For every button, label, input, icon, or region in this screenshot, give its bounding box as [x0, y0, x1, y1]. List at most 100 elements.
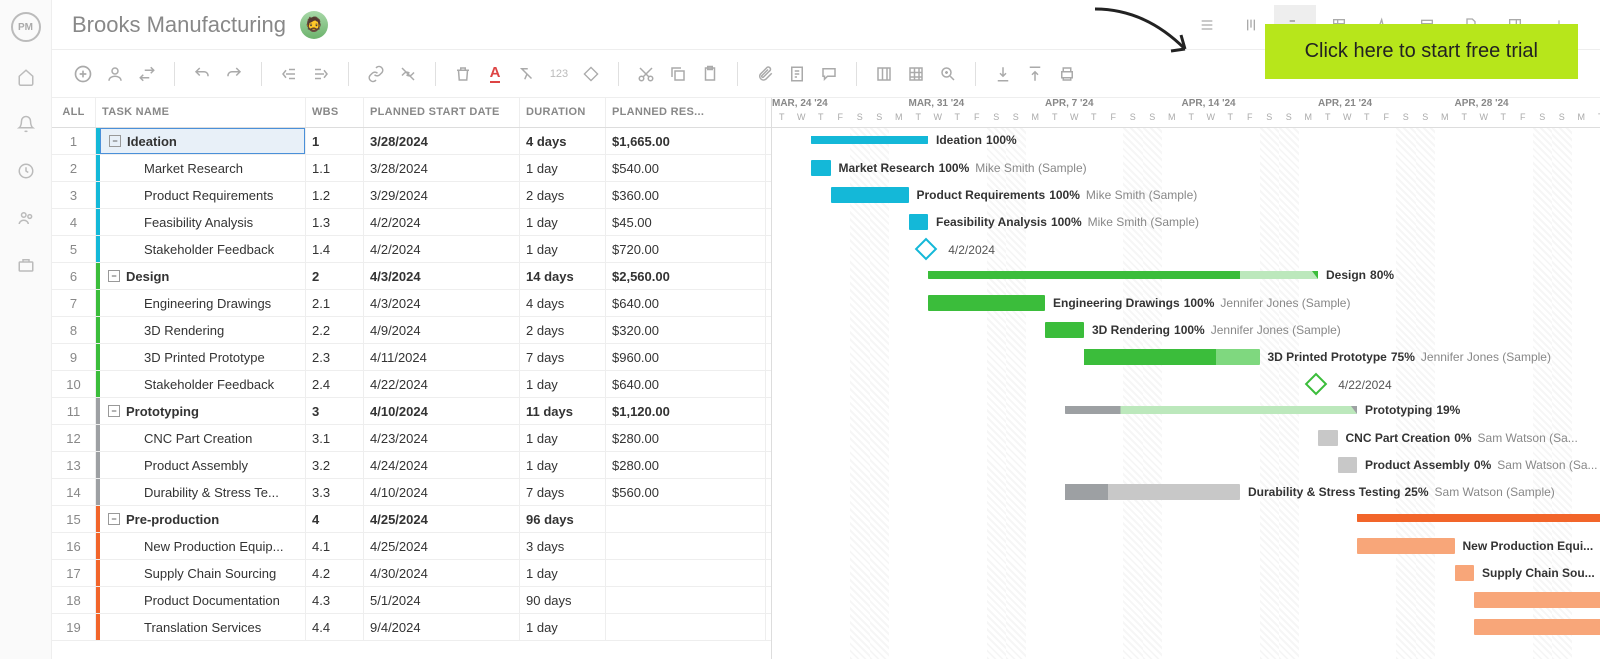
row-number: 9 [52, 344, 96, 370]
cell-resources [606, 587, 766, 613]
task-row[interactable]: 16New Production Equip...4.14/25/20243 d… [52, 533, 771, 560]
task-row[interactable]: 17Supply Chain Sourcing4.24/30/20241 day [52, 560, 771, 587]
gantt-task-bar[interactable]: Market Research100%Mike Smith (Sample) [811, 160, 831, 176]
timeline-day-label: S [987, 112, 1007, 128]
timeline-day-label: M [1435, 112, 1455, 128]
expand-toggle-icon[interactable]: − [108, 270, 120, 282]
paste-icon[interactable] [697, 61, 723, 87]
swap-icon[interactable] [134, 61, 160, 87]
cell-start: 9/4/2024 [364, 614, 520, 640]
expand-toggle-icon[interactable]: − [109, 135, 121, 147]
task-row[interactable]: 3Product Requirements1.23/29/20242 days$… [52, 182, 771, 209]
delete-icon[interactable] [450, 61, 476, 87]
text-color-icon[interactable]: A [482, 61, 508, 87]
col-header-wbs[interactable]: WBS [306, 98, 364, 127]
task-row[interactable]: 11−Prototyping34/10/202411 days$1,120.00 [52, 398, 771, 425]
redo-icon[interactable] [221, 61, 247, 87]
task-row[interactable]: 6−Design24/3/202414 days$2,560.00 [52, 263, 771, 290]
task-row[interactable]: 13Product Assembly3.24/24/20241 day$280.… [52, 452, 771, 479]
task-row[interactable]: 19Translation Services4.49/4/20241 day [52, 614, 771, 641]
grid-icon[interactable] [903, 61, 929, 87]
comment-icon[interactable] [816, 61, 842, 87]
gantt-task-bar[interactable]: New Production Equi... [1357, 538, 1455, 554]
row-number: 8 [52, 317, 96, 343]
cell-duration: 4 days [520, 290, 606, 316]
team-icon[interactable] [17, 209, 35, 230]
unlink-icon[interactable] [395, 61, 421, 87]
col-header-duration[interactable]: DURATION [520, 98, 606, 127]
gantt-task-bar[interactable] [1474, 592, 1600, 608]
task-row[interactable]: 15−Pre-production44/25/202496 days [52, 506, 771, 533]
gantt-task-bar[interactable]: 3D Printed Prototype75%Jennifer Jones (S… [1084, 349, 1260, 365]
link-icon[interactable] [363, 61, 389, 87]
gantt-summary-bar[interactable]: Design80% [928, 271, 1318, 279]
gantt-bar-label: Supply Chain Sou... [1482, 566, 1595, 580]
task-row[interactable]: 1−Ideation13/28/20244 days$1,665.00 [52, 128, 771, 155]
timeline-day-label: S [1006, 112, 1026, 128]
col-header-all[interactable]: ALL [52, 98, 96, 127]
zoom-icon[interactable] [935, 61, 961, 87]
briefcase-icon[interactable] [17, 256, 35, 277]
task-row[interactable]: 18Product Documentation4.35/1/202490 day… [52, 587, 771, 614]
gantt-summary-bar[interactable]: Prototyping19% [1065, 406, 1358, 414]
cell-start: 4/2/2024 [364, 209, 520, 235]
milestone-marker[interactable] [1305, 373, 1328, 396]
columns-icon[interactable] [871, 61, 897, 87]
gantt-chart[interactable]: MAR, 24 '24MAR, 31 '24APR, 7 '24APR, 14 … [772, 98, 1600, 659]
gantt-task-bar[interactable]: CNC Part Creation0%Sam Watson (Sa... [1318, 430, 1338, 446]
gantt-task-bar[interactable] [1474, 619, 1600, 635]
col-header-name[interactable]: TASK NAME [96, 98, 306, 127]
gantt-task-bar[interactable]: Durability & Stress Testing25%Sam Watson… [1065, 484, 1241, 500]
milestone-marker[interactable] [915, 238, 938, 261]
cell-start: 4/3/2024 [364, 263, 520, 289]
expand-toggle-icon[interactable]: − [108, 513, 120, 525]
task-row[interactable]: 83D Rendering2.24/9/20242 days$320.00 [52, 317, 771, 344]
cell-duration: 4 days [520, 128, 606, 154]
clock-icon[interactable] [17, 162, 35, 183]
shape-icon[interactable] [578, 61, 604, 87]
task-row[interactable]: 7Engineering Drawings2.14/3/20244 days$6… [52, 290, 771, 317]
add-task-icon[interactable] [70, 61, 96, 87]
task-row[interactable]: 14Durability & Stress Te...3.34/10/20247… [52, 479, 771, 506]
cut-icon[interactable] [633, 61, 659, 87]
gantt-task-bar[interactable]: Product Requirements100%Mike Smith (Samp… [831, 187, 909, 203]
task-row[interactable]: 4Feasibility Analysis1.34/2/20241 day$45… [52, 209, 771, 236]
print-icon[interactable] [1054, 61, 1080, 87]
expand-toggle-icon[interactable]: − [108, 405, 120, 417]
bell-icon[interactable] [17, 115, 35, 136]
outdent-icon[interactable] [276, 61, 302, 87]
gantt-task-bar[interactable]: Engineering Drawings100%Jennifer Jones (… [928, 295, 1045, 311]
gantt-task-bar[interactable]: Supply Chain Sou... [1455, 565, 1475, 581]
task-row[interactable]: 12CNC Part Creation3.14/23/20241 day$280… [52, 425, 771, 452]
task-row[interactable]: 93D Printed Prototype2.34/11/20247 days$… [52, 344, 771, 371]
task-row[interactable]: 5Stakeholder Feedback1.44/2/20241 day$72… [52, 236, 771, 263]
indent-icon[interactable] [308, 61, 334, 87]
cta-start-trial-button[interactable]: Click here to start free trial [1265, 24, 1578, 79]
assign-icon[interactable] [102, 61, 128, 87]
row-number: 18 [52, 587, 96, 613]
col-header-resources[interactable]: PLANNED RES... [606, 98, 766, 127]
clear-format-icon[interactable] [514, 61, 540, 87]
attach-icon[interactable] [752, 61, 778, 87]
number-format-icon[interactable]: 123 [546, 61, 572, 87]
user-avatar[interactable]: 🧔 [300, 11, 328, 39]
gantt-summary-bar[interactable]: Pre-production [1357, 514, 1600, 522]
home-icon[interactable] [17, 68, 35, 89]
cta-arrow-icon [1090, 4, 1200, 64]
timeline-day-label: F [1104, 112, 1124, 128]
gantt-summary-bar[interactable]: Ideation100% [811, 136, 928, 144]
col-header-start[interactable]: PLANNED START DATE [364, 98, 520, 127]
gantt-task-bar[interactable]: 3D Rendering100%Jennifer Jones (Sample) [1045, 322, 1084, 338]
copy-icon[interactable] [665, 61, 691, 87]
notes-icon[interactable] [784, 61, 810, 87]
import-icon[interactable] [990, 61, 1016, 87]
task-row[interactable]: 2Market Research1.13/28/20241 day$540.00 [52, 155, 771, 182]
task-row[interactable]: 10Stakeholder Feedback2.44/22/20241 day$… [52, 371, 771, 398]
gantt-task-bar[interactable]: Feasibility Analysis100%Mike Smith (Samp… [909, 214, 929, 230]
gantt-task-bar[interactable]: Product Assembly0%Sam Watson (Sa... [1338, 457, 1358, 473]
gantt-body[interactable]: Ideation100% Market Research100%Mike Smit… [772, 128, 1600, 659]
export-icon[interactable] [1022, 61, 1048, 87]
undo-icon[interactable] [189, 61, 215, 87]
pm-logo[interactable]: PM [11, 12, 41, 42]
gantt-row: Pre-production [772, 506, 1600, 533]
